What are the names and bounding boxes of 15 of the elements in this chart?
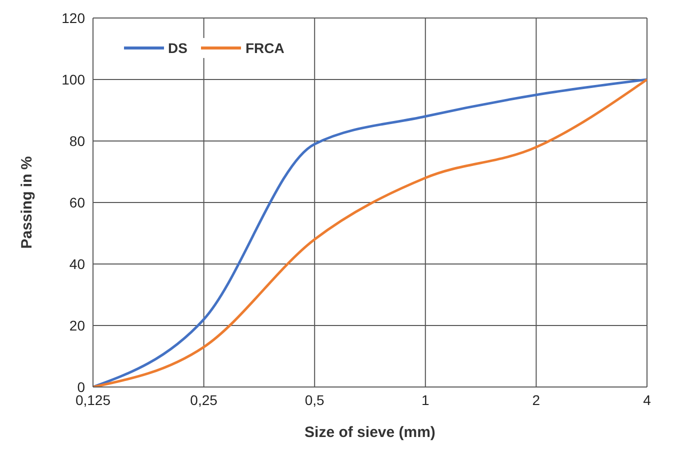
y-tick-label: 40 (69, 256, 86, 272)
x-tick-label: 1 (422, 392, 430, 408)
x-tick-label: 0,5 (304, 392, 325, 408)
legend-label: DS (167, 40, 188, 56)
legend-label: FRCA (244, 40, 284, 56)
y-tick-label: 100 (62, 71, 86, 88)
y-axis-title: Passing in % (18, 156, 36, 249)
y-tick-label: 80 (69, 132, 86, 149)
x-tick-label: 2 (532, 392, 540, 408)
x-tick-label: 4 (643, 392, 652, 408)
y-tick-label: 120 (62, 10, 86, 26)
y-tick-label: 60 (69, 194, 86, 210)
x-axis-title: Size of sieve (mm) (304, 424, 436, 441)
x-tick-label: 0,25 (190, 392, 218, 408)
y-tick-label: 20 (69, 317, 86, 334)
